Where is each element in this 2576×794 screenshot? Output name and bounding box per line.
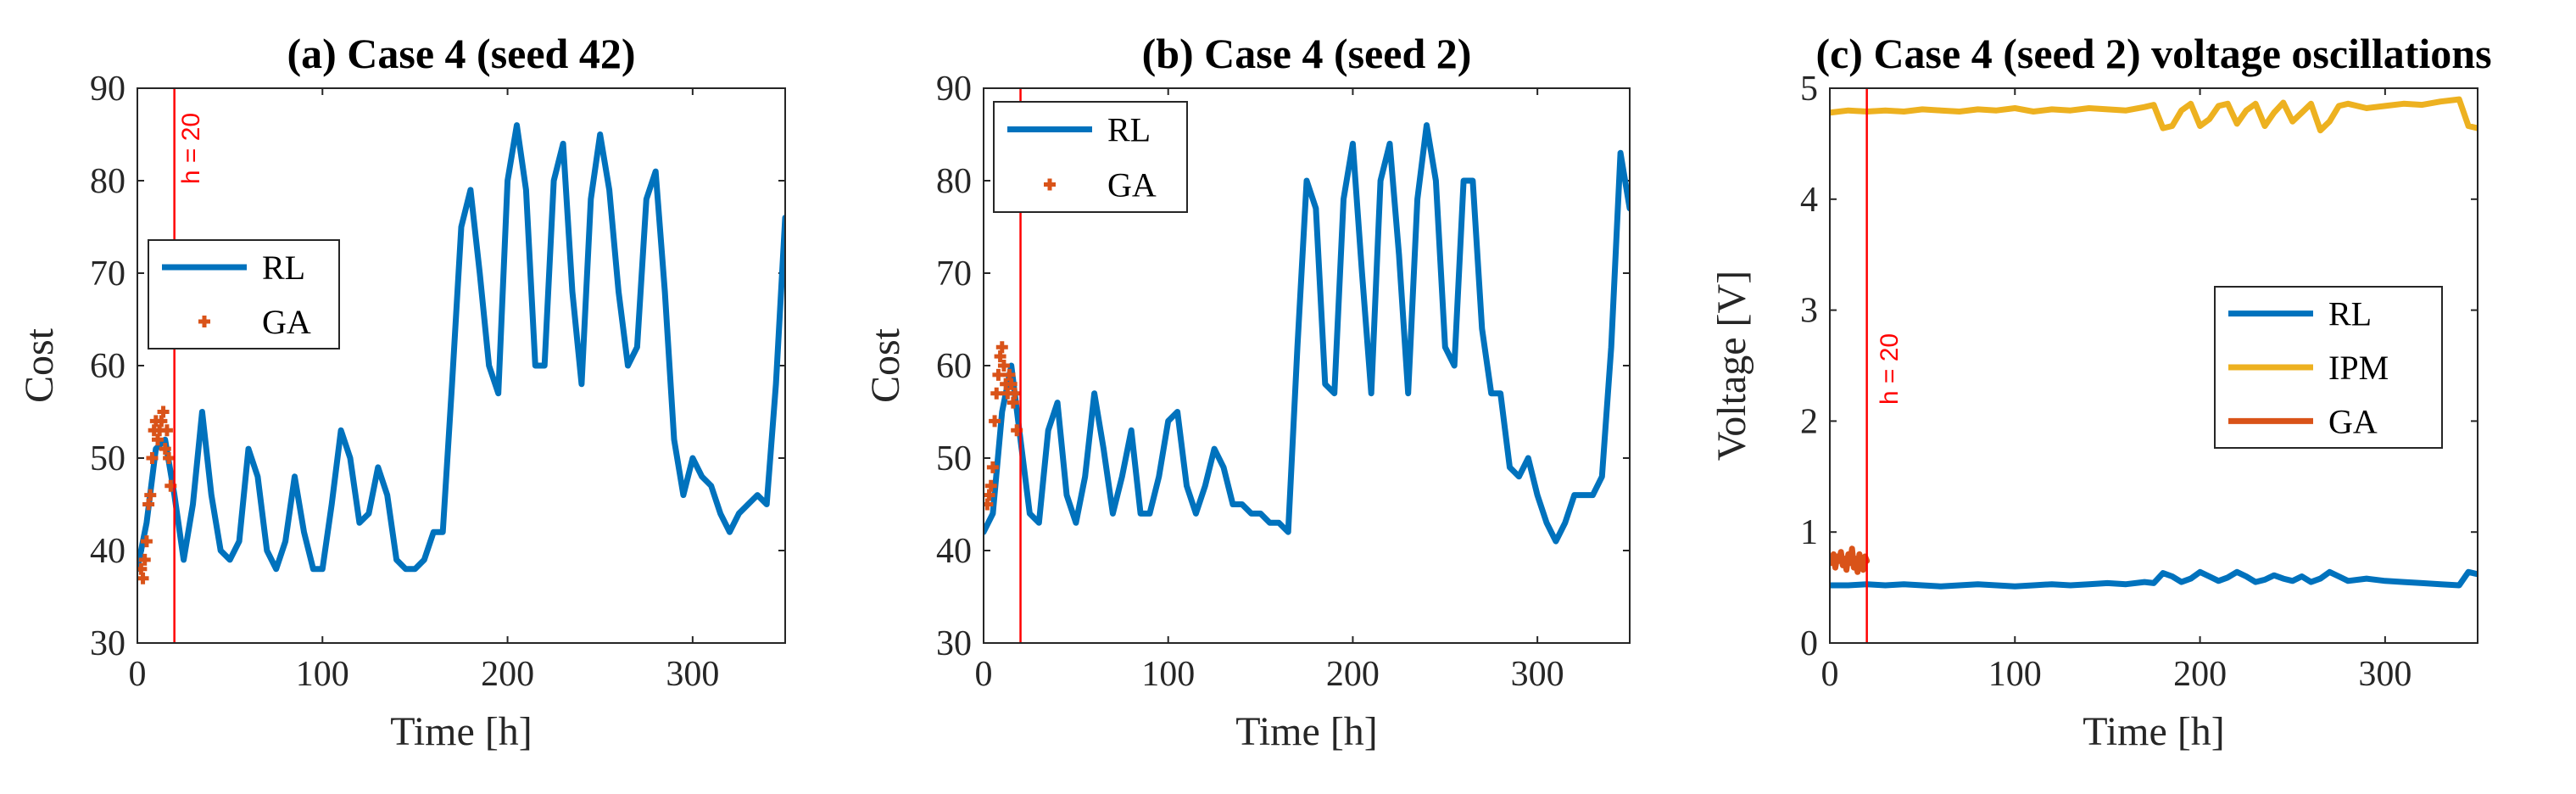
x-tick-label: 0 <box>975 655 993 694</box>
legend: RL IPM GA <box>2214 286 2443 449</box>
y-tick-label: 90 <box>90 70 125 109</box>
series-marker-ga <box>144 489 157 501</box>
y-tick-label: 1 <box>1800 513 1818 552</box>
series-group <box>137 122 785 584</box>
chart-title: (c) Case 4 (seed 2) voltage oscillations <box>1815 30 2491 77</box>
y-tick-label: 60 <box>90 347 125 386</box>
reference-line-label: h = 20 <box>1876 333 1904 405</box>
x-axis-label: Time [h] <box>390 709 532 754</box>
x-tick-label: 200 <box>2173 655 2227 694</box>
series-marker-ga <box>992 368 1005 381</box>
legend-swatch-ga <box>198 316 210 327</box>
series-line-rl <box>984 122 1630 545</box>
axes-frame <box>137 87 786 644</box>
y-tick-label: 70 <box>90 254 125 294</box>
y-tick-label: 50 <box>936 439 972 478</box>
series-group <box>1830 96 2478 590</box>
series-marker-ga <box>146 452 159 464</box>
y-tick-label: 90 <box>936 70 972 109</box>
x-axis-label: Time [h] <box>2083 709 2225 754</box>
legend: RL GA <box>148 239 340 349</box>
legend-label-rl: RL <box>2328 295 2372 333</box>
y-tick-label: 80 <box>90 162 125 201</box>
chart-title: (a) Case 4 (seed 42) <box>287 30 635 77</box>
y-tick-label: 40 <box>936 532 972 571</box>
legend-label-rl: RL <box>1107 111 1151 149</box>
y-tick-label: 40 <box>90 532 125 571</box>
y-axis-label: Cost <box>17 327 62 403</box>
legend-label-ipm: IPM <box>2328 349 2389 387</box>
legend-label-ga: GA <box>1107 166 1157 204</box>
y-tick-label: 60 <box>936 347 972 386</box>
series-marker-ga <box>163 452 176 464</box>
y-tick-label: 4 <box>1800 181 1818 220</box>
series-marker-ga <box>1005 377 1018 390</box>
x-tick-label: 200 <box>1326 655 1380 694</box>
series-marker-ga <box>138 553 151 566</box>
legend-label-ga: GA <box>262 303 311 341</box>
series-marker-ga <box>995 341 1008 354</box>
series-marker-ga <box>984 479 997 492</box>
series-line-ga <box>1830 545 1871 575</box>
y-tick-label: 80 <box>936 162 972 201</box>
series-line-rl <box>137 122 785 573</box>
y-tick-label: 0 <box>1800 624 1818 663</box>
series-group <box>984 122 1630 545</box>
y-tick-label: 30 <box>936 624 972 663</box>
series-marker-ga <box>997 360 1010 372</box>
axes-frame <box>983 87 1631 644</box>
x-tick-label: 100 <box>1141 655 1195 694</box>
y-tick-label: 50 <box>90 439 125 478</box>
series-line-rl <box>1830 568 2478 590</box>
x-tick-label: 200 <box>481 655 534 694</box>
panel-c: 0 100 200 300 0 1 2 3 4 5 h = 20 (c) Case 4 (seed 2… <box>1709 30 2492 754</box>
chart-title: (b) Case 4 (seed 2) <box>1142 30 1472 77</box>
axes-frame <box>1829 87 2478 644</box>
y-tick-label: 5 <box>1800 70 1818 109</box>
y-tick-label: 3 <box>1800 292 1818 331</box>
y-axis-label: Voltage [V] <box>1709 271 1754 461</box>
y-tick-label: 70 <box>936 254 972 294</box>
series-marker-ga <box>140 535 153 548</box>
series-marker-ga <box>137 572 149 584</box>
x-tick-label: 0 <box>1821 655 1839 694</box>
series-marker-ga <box>160 424 173 437</box>
x-tick-label: 100 <box>296 655 349 694</box>
x-tick-label: 300 <box>2358 655 2412 694</box>
x-axis-label: Time [h] <box>1235 709 1378 754</box>
y-tick-label: 2 <box>1800 402 1818 441</box>
series-line-ipm <box>1830 96 2478 134</box>
legend-box <box>993 101 1188 213</box>
series-marker-ga <box>990 387 1003 400</box>
legend-label-rl: RL <box>262 249 305 287</box>
series-marker-ga <box>1009 387 1022 400</box>
plot-area <box>137 88 785 643</box>
x-tick-label: 300 <box>1511 655 1564 694</box>
series-marker-ga <box>157 405 170 418</box>
x-tick-label: 300 <box>666 655 719 694</box>
x-tick-label: 100 <box>1988 655 2042 694</box>
series-marker-ga <box>986 461 999 473</box>
y-axis-label: Cost <box>863 327 908 403</box>
legend: RL GA <box>993 101 1188 213</box>
y-tick-label: 30 <box>90 624 125 663</box>
panel-a: 0 100 200 300 30 40 50 60 70 80 90 h = 20 (a) Case 4… <box>17 30 786 754</box>
legend-box <box>148 239 340 349</box>
legend-swatch-ga <box>1044 178 1056 191</box>
panel-b: 0 100 200 300 30 40 50 60 70 80 90 (b) Case 4 (seed… <box>863 30 1631 754</box>
series-marker-ga <box>159 443 171 456</box>
x-tick-label: 0 <box>129 655 147 694</box>
legend-label-ga: GA <box>2328 402 2378 440</box>
series-marker-ga <box>989 415 1001 428</box>
reference-line-label: h = 20 <box>177 113 205 184</box>
